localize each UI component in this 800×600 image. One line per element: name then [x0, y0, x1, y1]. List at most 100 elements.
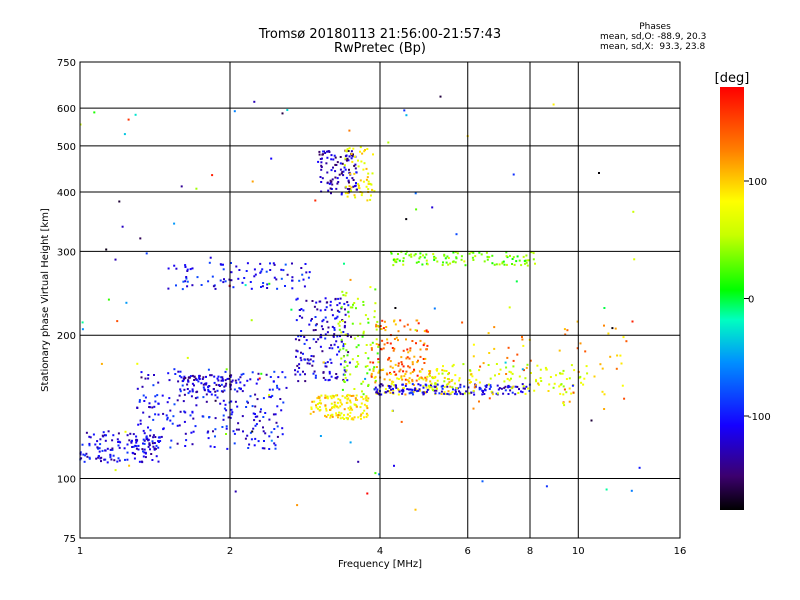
data-point [154, 400, 157, 403]
data-point [405, 370, 408, 373]
data-point [501, 262, 504, 265]
data-point [324, 316, 327, 319]
data-point [365, 399, 368, 402]
data-point [558, 385, 561, 388]
data-point [329, 395, 332, 398]
data-point [339, 405, 342, 408]
data-point [333, 406, 336, 409]
data-point [235, 381, 238, 384]
data-point [260, 372, 263, 375]
data-point [100, 362, 103, 365]
data-point [178, 424, 181, 427]
data-point [601, 390, 604, 393]
data-point [270, 157, 273, 160]
data-point [340, 331, 343, 334]
data-point [80, 457, 83, 460]
data-point [326, 181, 329, 184]
data-point [532, 258, 535, 261]
data-point [428, 384, 430, 387]
data-point [395, 373, 398, 376]
data-point [272, 380, 275, 383]
data-point [310, 355, 313, 357]
data-point [324, 152, 327, 154]
data-point [384, 329, 387, 332]
data-point [443, 392, 446, 395]
data-point [165, 414, 168, 417]
data-point [139, 422, 142, 425]
data-point [148, 415, 151, 418]
data-point [524, 377, 527, 380]
data-point [403, 387, 405, 390]
data-point [149, 429, 152, 432]
data-point [616, 354, 619, 357]
data-point [505, 373, 508, 375]
data-point [174, 373, 177, 375]
data-point [367, 357, 370, 360]
data-point [97, 456, 100, 459]
data-point [603, 408, 606, 410]
data-point [338, 310, 341, 313]
data-point [380, 348, 383, 351]
data-point [185, 277, 188, 280]
data-point [155, 455, 158, 458]
data-point [264, 432, 267, 435]
data-point [250, 438, 253, 441]
data-point [425, 259, 428, 262]
data-point [454, 389, 457, 392]
data-point [374, 472, 377, 475]
data-point [459, 392, 462, 395]
data-point [397, 253, 399, 255]
data-point [355, 182, 357, 185]
data-point [447, 263, 450, 266]
data-point [367, 383, 370, 386]
data-point [103, 458, 106, 461]
data-point [262, 397, 265, 400]
data-point [349, 278, 352, 281]
data-point [416, 390, 418, 393]
data-point [207, 385, 210, 388]
data-point [402, 257, 405, 260]
data-point [386, 341, 389, 344]
data-point [324, 365, 327, 368]
data-point [226, 447, 229, 450]
data-point [320, 164, 323, 167]
data-point [441, 387, 444, 390]
data-point [223, 278, 225, 281]
data-point [370, 183, 373, 186]
data-point [364, 314, 367, 317]
data-point [348, 315, 350, 318]
data-point [418, 388, 421, 391]
data-point [325, 162, 328, 165]
data-point [273, 428, 276, 430]
data-point [135, 445, 138, 448]
data-point [373, 388, 376, 391]
data-point [316, 403, 319, 405]
data-point [179, 390, 182, 393]
data-point [318, 406, 321, 408]
data-point [507, 385, 510, 388]
data-point [254, 273, 257, 276]
data-point [324, 297, 327, 300]
data-point [468, 379, 471, 381]
x-axis-label: Frequency [MHz] [338, 559, 422, 570]
data-point [234, 400, 237, 403]
data-point [221, 426, 224, 428]
data-point [414, 192, 417, 195]
data-point [565, 378, 568, 380]
data-point [277, 376, 280, 379]
data-point [346, 379, 349, 382]
data-point [381, 384, 384, 387]
data-point [399, 319, 402, 322]
data-point [276, 386, 279, 389]
data-point [143, 439, 146, 442]
data-point [337, 406, 340, 409]
data-point [489, 384, 492, 387]
data-point [141, 385, 144, 388]
data-point [370, 194, 372, 197]
data-point [441, 384, 444, 387]
data-point [490, 390, 493, 393]
data-point [240, 373, 243, 376]
data-point [116, 438, 119, 441]
data-point [468, 392, 471, 395]
